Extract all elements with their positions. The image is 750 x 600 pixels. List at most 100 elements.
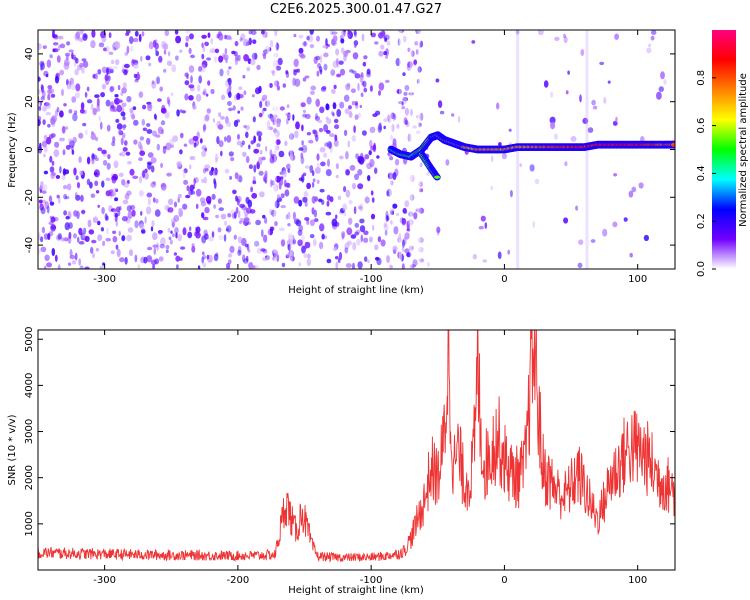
- noise-speckle: [146, 129, 153, 134]
- noise-speckle: [326, 141, 333, 149]
- noise-speckle: [184, 80, 190, 86]
- noise-speckle: [271, 209, 277, 217]
- noise-speckle: [273, 114, 278, 119]
- noise-speckle: [152, 40, 157, 48]
- noise-speckle: [216, 120, 222, 129]
- noise-speckle: [332, 102, 336, 108]
- noise-speckle: [247, 199, 253, 208]
- noise-speckle: [86, 156, 91, 165]
- noise-speckle: [628, 190, 634, 198]
- noise-speckle: [126, 45, 130, 54]
- noise-speckle: [351, 70, 357, 75]
- noise-speckle: [250, 58, 256, 66]
- noise-speckle: [225, 228, 229, 232]
- noise-speckle: [114, 94, 119, 98]
- noise-speckle: [237, 210, 241, 219]
- noise-speckle: [210, 88, 215, 95]
- noise-speckle: [367, 175, 371, 182]
- noise-speckle: [260, 30, 265, 35]
- noise-speckle: [151, 81, 157, 89]
- noise-speckle: [243, 54, 250, 62]
- noise-speckle: [74, 32, 80, 42]
- noise-speckle: [260, 248, 266, 252]
- noise-speckle: [426, 171, 430, 176]
- noise-speckle: [348, 199, 353, 205]
- noise-speckle: [648, 43, 651, 48]
- noise-speckle: [323, 124, 329, 133]
- noise-speckle: [131, 59, 136, 64]
- noise-speckle: [139, 150, 146, 156]
- noise-speckle: [258, 85, 262, 94]
- noise-speckle: [59, 137, 65, 142]
- noise-speckle: [116, 123, 123, 130]
- noise-speckle: [116, 104, 123, 113]
- noise-speckle: [353, 31, 358, 38]
- noise-speckle: [508, 128, 512, 132]
- colorbar-label: Normalized spectral amplitude: [738, 73, 749, 227]
- noise-speckle: [245, 131, 249, 139]
- noise-speckle: [471, 40, 476, 44]
- noise-speckle: [396, 123, 400, 129]
- noise-speckle: [121, 102, 127, 108]
- noise-speckle: [152, 264, 156, 269]
- noise-speckle: [345, 263, 352, 268]
- noise-speckle: [554, 36, 560, 42]
- noise-speckle: [208, 236, 215, 242]
- noise-speckle: [90, 103, 94, 111]
- noise-speckle: [108, 32, 112, 39]
- noise-speckle: [325, 211, 332, 216]
- noise-speckle: [69, 140, 75, 148]
- noise-speckle: [361, 130, 367, 136]
- noise-speckle: [125, 151, 131, 156]
- noise-speckle: [112, 136, 116, 143]
- noise-speckle: [98, 115, 101, 122]
- noise-speckle: [497, 251, 502, 260]
- noise-speckle: [298, 47, 304, 54]
- noise-speckle: [115, 244, 119, 250]
- noise-speckle: [325, 169, 332, 177]
- noise-speckle: [407, 61, 413, 68]
- noise-speckle: [144, 168, 148, 173]
- noise-speckle: [368, 150, 372, 156]
- noise-speckle: [623, 217, 628, 222]
- noise-speckle: [344, 108, 350, 115]
- noise-speckle: [74, 68, 79, 76]
- noise-speckle: [94, 94, 100, 98]
- noise-speckle: [319, 106, 325, 114]
- noise-speckle: [384, 34, 390, 41]
- noise-speckle: [124, 256, 128, 265]
- noise-speckle: [285, 70, 289, 75]
- noise-speckle: [237, 249, 242, 256]
- noise-speckle: [190, 54, 195, 59]
- noise-speckle: [79, 108, 85, 114]
- noise-speckle: [367, 259, 370, 264]
- noise-speckle: [79, 170, 84, 176]
- noise-speckle: [356, 238, 361, 246]
- noise-speckle: [352, 52, 359, 60]
- noise-speckle: [63, 62, 70, 70]
- y-tick-label: 1000: [24, 511, 35, 536]
- noise-speckle: [312, 129, 316, 135]
- noise-speckle: [280, 205, 287, 209]
- noise-speckle: [273, 129, 280, 138]
- noise-speckle: [289, 255, 295, 262]
- noise-speckle: [226, 135, 232, 143]
- noise-speckle: [349, 69, 354, 73]
- noise-speckle: [390, 220, 393, 225]
- noise-speckle: [403, 237, 407, 246]
- noise-speckle: [223, 234, 227, 242]
- noise-speckle: [482, 259, 488, 263]
- noise-speckle: [406, 252, 412, 258]
- noise-speckle: [204, 41, 210, 47]
- noise-speckle: [343, 50, 348, 57]
- noise-speckle: [220, 213, 227, 220]
- noise-speckle: [51, 248, 56, 256]
- noise-speckle: [64, 196, 70, 200]
- noise-speckle: [188, 65, 195, 73]
- noise-speckle: [91, 157, 95, 165]
- noise-speckle: [301, 234, 305, 242]
- noise-speckle: [203, 167, 207, 174]
- noise-speckle: [366, 68, 371, 75]
- noise-speckle: [64, 52, 71, 57]
- noise-speckle: [156, 76, 160, 85]
